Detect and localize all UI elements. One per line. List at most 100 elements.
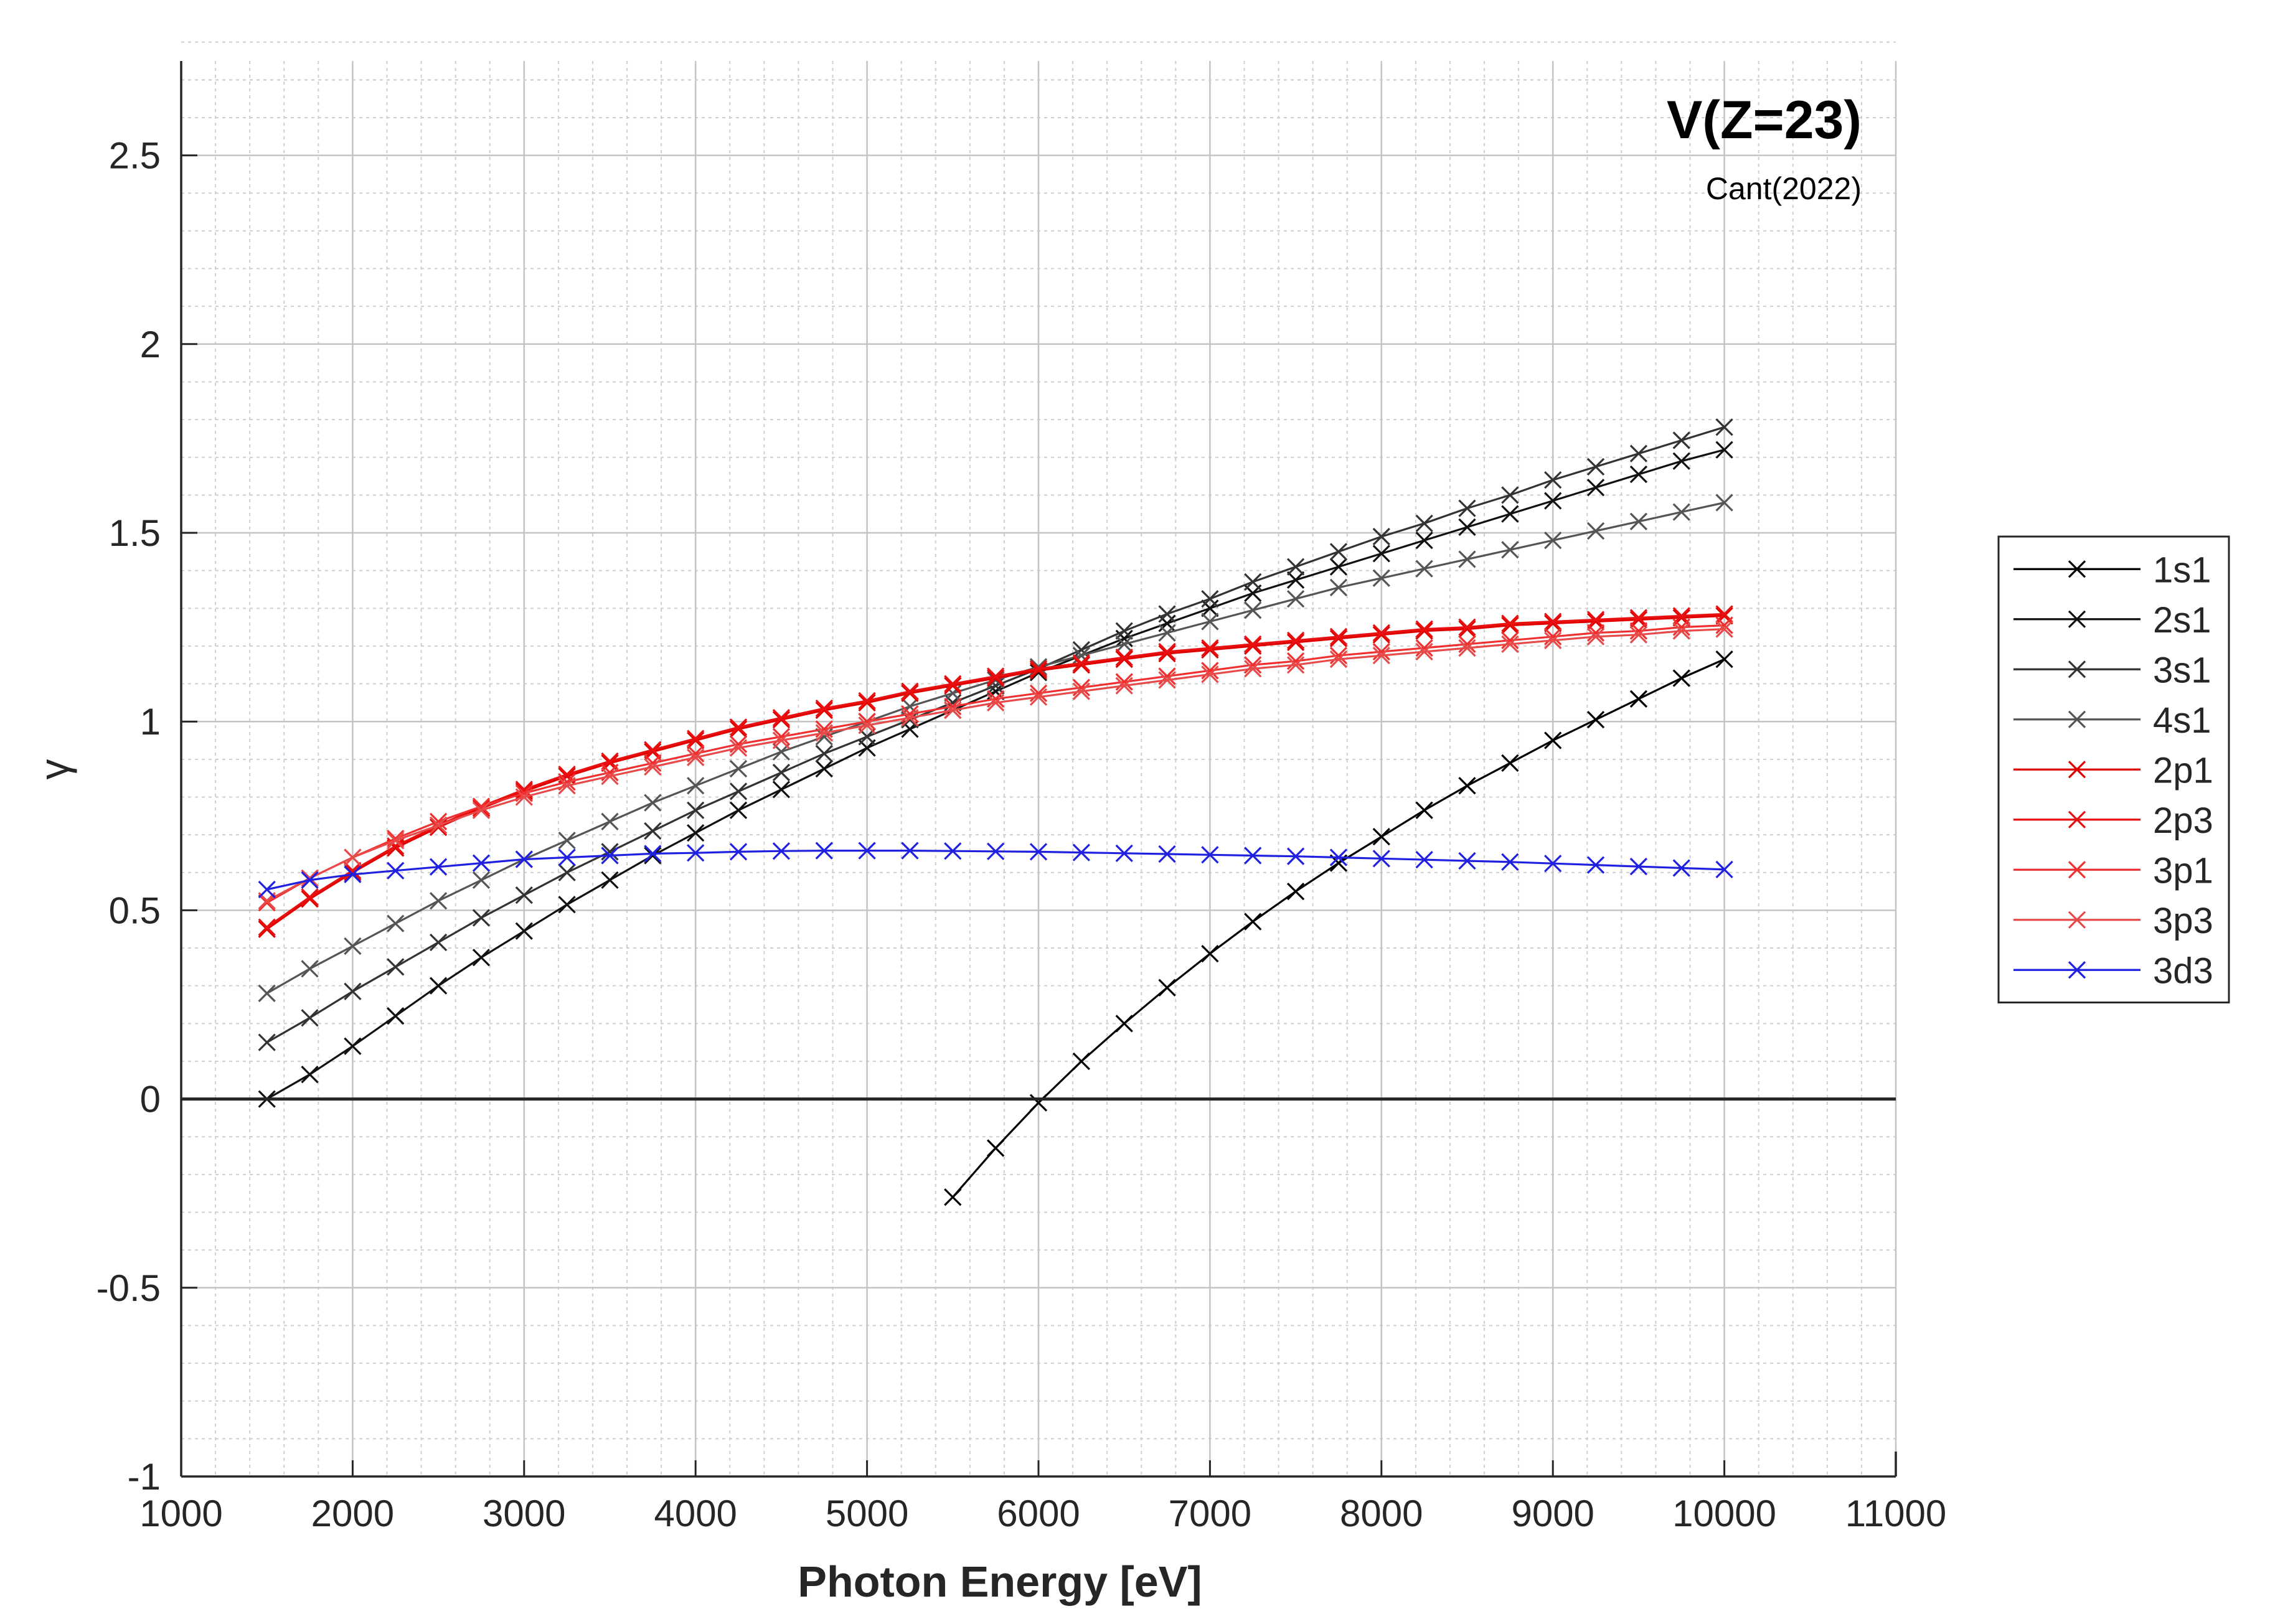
- data-point-2p1: [1501, 616, 1519, 634]
- data-point-1s1: [1286, 882, 1305, 901]
- x-tick-label: 2000: [311, 1493, 394, 1534]
- data-point-3d3: [387, 861, 405, 880]
- data-point-3d3: [1415, 851, 1433, 869]
- data-point-2p3: [772, 709, 791, 727]
- data-point-2p1: [1158, 644, 1176, 663]
- data-point-2s1: [644, 847, 662, 865]
- data-point-3p1: [1629, 622, 1648, 640]
- data-point-3s1: [472, 909, 491, 927]
- data-point-3p3: [644, 758, 662, 776]
- data-point-3d3: [1672, 859, 1690, 877]
- data-point-3d3: [429, 858, 448, 876]
- data-point-3d3: [687, 844, 705, 862]
- data-point-3p1: [1286, 652, 1305, 670]
- legend-label: 2p3: [2153, 800, 2213, 841]
- x-tick-label: 3000: [483, 1493, 565, 1534]
- data-point-2p3: [944, 675, 962, 693]
- data-point-3d3: [1501, 853, 1519, 871]
- data-point-2p3: [1286, 631, 1305, 649]
- data-point-2p3: [987, 667, 1005, 685]
- data-point-4s1: [472, 871, 491, 889]
- data-point-3p3: [772, 731, 791, 749]
- data-point-3d3: [729, 843, 748, 861]
- y-tick-label: 0.5: [109, 889, 161, 931]
- series-2p3: [258, 605, 1733, 936]
- data-point-2p3: [1415, 620, 1433, 638]
- y-tick-label: -1: [128, 1456, 161, 1498]
- data-point-1s1: [1115, 1015, 1133, 1033]
- data-point-3p3: [1244, 660, 1262, 678]
- data-point-2p1: [815, 701, 833, 720]
- data-point-1s1: [1244, 913, 1262, 931]
- data-point-3s1: [429, 933, 448, 952]
- data-point-3d3: [1115, 844, 1133, 862]
- y-tick-label: 0: [140, 1079, 161, 1120]
- data-point-3s1: [601, 843, 619, 861]
- data-point-2p1: [687, 731, 705, 749]
- data-point-1s1: [1629, 690, 1648, 708]
- x-tick-label: 11000: [1845, 1493, 1946, 1534]
- data-point-2p3: [1629, 609, 1648, 627]
- data-point-3d3: [987, 842, 1005, 860]
- data-point-4s1: [1286, 589, 1305, 608]
- legend-label: 4s1: [2153, 700, 2211, 741]
- data-point-3p3: [1458, 639, 1476, 657]
- data-point-3p3: [558, 777, 576, 795]
- data-point-2s1: [429, 977, 448, 995]
- x-tick-label: 4000: [654, 1493, 737, 1534]
- data-point-4s1: [687, 777, 705, 795]
- data-point-3d3: [1715, 860, 1733, 879]
- series-1s1: [944, 650, 1733, 1206]
- data-point-3s1: [1501, 486, 1519, 504]
- data-point-4s1: [644, 794, 662, 812]
- data-point-3s1: [1544, 471, 1562, 489]
- x-tick-label: 10000: [1672, 1493, 1776, 1534]
- data-point-2p3: [687, 730, 705, 748]
- y-tick-label: 1: [140, 701, 161, 743]
- data-point-3p3: [944, 701, 962, 720]
- data-point-2p3: [301, 888, 319, 906]
- data-point-3d3: [901, 842, 919, 860]
- data-point-2p3: [644, 741, 662, 759]
- data-point-2p1: [1072, 656, 1090, 674]
- series-3d3: [258, 842, 1733, 899]
- x-tick-label: 9000: [1511, 1493, 1594, 1534]
- data-point-2p1: [1329, 629, 1348, 647]
- data-point-3p1: [1458, 635, 1476, 654]
- legend-item-3s1: 3s1: [2013, 650, 2211, 690]
- data-point-3s1: [515, 886, 533, 904]
- data-point-2p1: [901, 684, 919, 702]
- data-point-2s1: [1629, 465, 1648, 484]
- legend-marker-1s1: [2068, 560, 2086, 578]
- legend-item-2p3: 2p3: [2013, 800, 2213, 841]
- data-point-3d3: [1201, 846, 1219, 864]
- y-tick-label: -0.5: [97, 1267, 161, 1309]
- data-point-3d3: [1329, 848, 1348, 866]
- data-point-3p3: [429, 816, 448, 835]
- data-point-2p1: [1201, 641, 1219, 659]
- chart-subtitle: Cant(2022): [1706, 171, 1862, 206]
- data-point-2s1: [1586, 479, 1605, 497]
- data-point-3p3: [1715, 620, 1733, 638]
- data-point-3p1: [1415, 639, 1433, 657]
- data-point-2p3: [1158, 642, 1176, 661]
- data-point-1s1: [1586, 711, 1605, 729]
- data-point-2p3: [258, 918, 276, 936]
- data-point-3p3: [1415, 642, 1433, 661]
- data-point-3p3: [1158, 671, 1176, 689]
- data-point-3d3: [772, 842, 791, 860]
- data-point-3p1: [1501, 631, 1519, 649]
- data-point-2s1: [1672, 452, 1690, 470]
- data-point-3p3: [344, 848, 362, 866]
- legend-marker-3d3: [2068, 961, 2086, 979]
- x-tick-label: 1000: [139, 1493, 222, 1534]
- data-point-1s1: [1372, 828, 1390, 846]
- data-point-2p1: [1372, 626, 1390, 644]
- data-point-3d3: [944, 842, 962, 860]
- data-point-3d3: [1072, 843, 1090, 861]
- data-point-3p3: [901, 709, 919, 727]
- data-point-4s1: [1501, 541, 1519, 559]
- data-point-3s1: [1244, 573, 1262, 591]
- x-axis-label: Photon Energy [eV]: [798, 1557, 1202, 1606]
- data-point-1s1: [1415, 801, 1433, 819]
